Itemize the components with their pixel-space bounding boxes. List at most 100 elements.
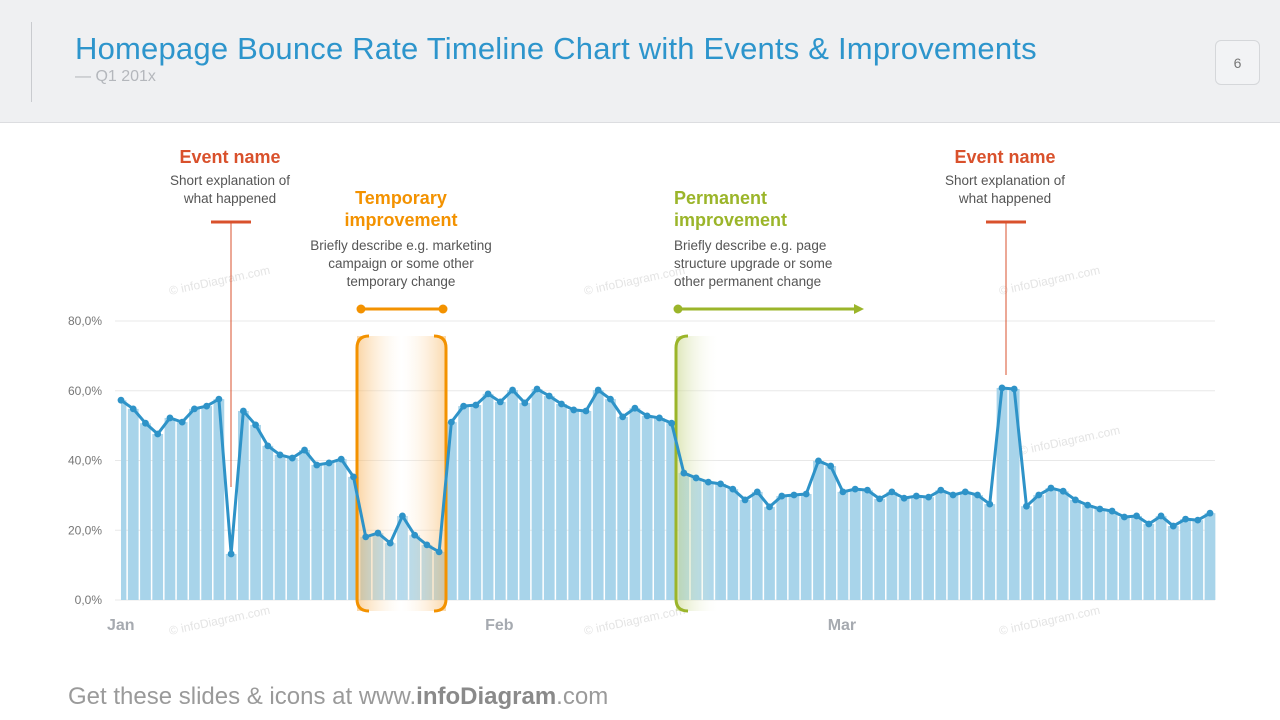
x-month-label: Mar xyxy=(828,617,856,634)
data-point xyxy=(203,402,211,410)
temporary-title: Temporary xyxy=(355,188,447,208)
bar xyxy=(1057,491,1069,600)
data-point xyxy=(741,496,749,504)
data-point xyxy=(643,412,651,420)
bar xyxy=(751,491,763,600)
data-point xyxy=(974,491,981,499)
data-point xyxy=(460,402,468,410)
bar xyxy=(1106,511,1118,600)
bar xyxy=(1118,516,1130,600)
bar xyxy=(776,496,788,600)
bar xyxy=(1192,520,1204,600)
bar xyxy=(507,390,518,600)
data-point xyxy=(447,418,455,426)
bar xyxy=(189,408,200,600)
data-point xyxy=(276,451,284,459)
bar xyxy=(299,450,310,600)
data-point xyxy=(1047,484,1055,492)
bar xyxy=(1021,506,1032,600)
bar xyxy=(176,422,188,600)
bar xyxy=(825,466,837,600)
data-point xyxy=(766,503,773,511)
bar xyxy=(923,497,934,600)
data-point xyxy=(827,462,835,470)
event-title: Event name xyxy=(954,147,1056,167)
data-point xyxy=(753,488,761,496)
page-number: 6 xyxy=(1215,40,1260,85)
bar xyxy=(152,433,164,600)
data-point xyxy=(631,404,639,412)
event-annotation-1: Event name Short explanation of what happ… xyxy=(150,146,310,208)
bar xyxy=(788,495,800,600)
bar xyxy=(250,424,261,600)
bar xyxy=(605,399,616,600)
data-point xyxy=(227,550,235,558)
bar xyxy=(531,389,543,600)
watermark: © infoDiagram.com xyxy=(998,603,1102,638)
data-point xyxy=(717,480,724,488)
data-point xyxy=(166,414,174,422)
data-point xyxy=(1194,516,1202,524)
bar xyxy=(984,504,996,600)
watermark: © infoDiagram.com xyxy=(1018,423,1122,458)
data-point xyxy=(961,488,969,496)
data-point xyxy=(288,454,296,462)
data-point xyxy=(1023,502,1030,510)
data-point xyxy=(1133,512,1140,520)
data-point xyxy=(839,488,847,496)
data-point xyxy=(239,407,247,415)
event-title: Event name xyxy=(179,147,281,167)
data-point xyxy=(325,459,333,467)
event-description: Short explanation of what happened xyxy=(169,173,291,206)
data-point xyxy=(1182,515,1189,523)
data-point xyxy=(655,414,663,422)
data-point xyxy=(1059,487,1067,495)
permanent-arrowhead-icon xyxy=(854,304,864,314)
bar xyxy=(1180,519,1191,600)
watermark: © infoDiagram.com xyxy=(168,263,272,298)
data-point xyxy=(680,469,688,477)
bar xyxy=(494,401,506,600)
data-point xyxy=(252,421,259,429)
bar xyxy=(727,489,739,600)
bar xyxy=(568,409,580,600)
data-point xyxy=(399,512,406,520)
data-point xyxy=(925,493,932,501)
bar xyxy=(641,415,653,600)
bar xyxy=(654,417,665,600)
bar xyxy=(556,404,567,600)
bar xyxy=(121,400,127,600)
bar xyxy=(862,490,873,600)
bar xyxy=(482,393,494,600)
data-point xyxy=(1084,501,1092,509)
data-point xyxy=(1096,505,1104,513)
data-point xyxy=(619,413,627,421)
data-point xyxy=(668,419,676,427)
data-point xyxy=(496,398,504,406)
data-point xyxy=(264,442,272,450)
data-point xyxy=(692,474,700,482)
data-point xyxy=(949,491,957,499)
page-subtitle: — Q1 201x xyxy=(75,68,156,85)
bar xyxy=(1045,488,1057,600)
bar xyxy=(164,417,176,600)
event-description: Short explanation of what happened xyxy=(944,173,1066,206)
data-point xyxy=(582,407,590,415)
temporary-improvement-highlight xyxy=(357,336,446,611)
data-point xyxy=(704,478,712,486)
data-point xyxy=(888,488,896,496)
bar xyxy=(972,495,983,600)
data-point xyxy=(937,486,945,494)
data-point xyxy=(815,457,822,465)
data-point xyxy=(215,395,223,403)
header: Homepage Bounce Rate Timeline Chart with… xyxy=(0,0,1280,123)
bar xyxy=(1070,499,1081,600)
watermark: © infoDiagram.com xyxy=(168,603,272,638)
data-point xyxy=(362,533,370,541)
data-point xyxy=(851,485,859,493)
data-point xyxy=(594,386,602,394)
data-point xyxy=(778,492,786,500)
footer-promo: Get these slides & icons at www.infoDiag… xyxy=(68,683,609,710)
data-point xyxy=(337,455,345,463)
x-month-label: Jan xyxy=(107,617,135,634)
